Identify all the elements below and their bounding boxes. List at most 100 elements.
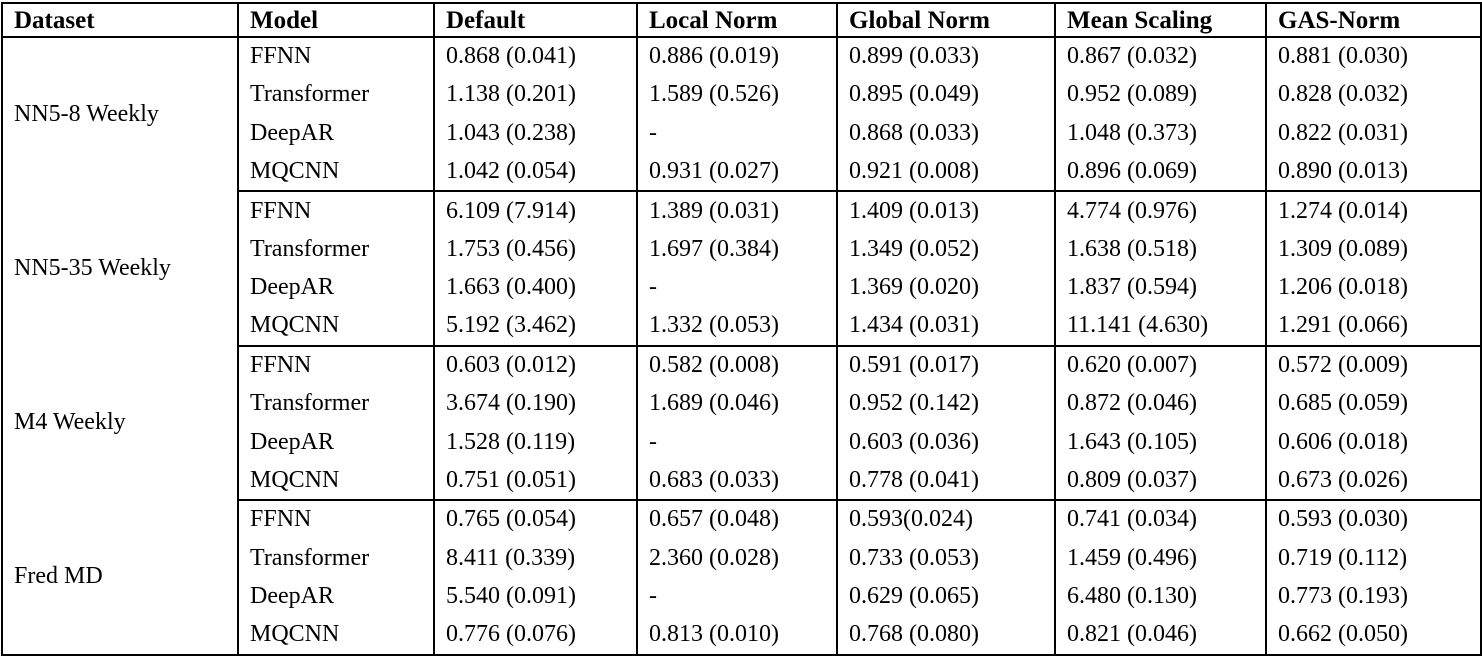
value-cell-local-norm: - (636, 577, 838, 616)
value-cell-mean-scaling: 1.638 (0.518) (1054, 229, 1267, 269)
table-row: MQCNN 0.776 (0.076) 0.813 (0.010) 0.768 (0.… (2, 615, 1482, 656)
value-cell-global-norm: 0.895 (0.049) (836, 75, 1056, 115)
value-cell-default: 8.411 (0.339) (433, 538, 638, 578)
value-cell-default: 5.192 (3.462) (433, 307, 638, 347)
value-cell-global-norm: 0.952 (0.142) (836, 384, 1056, 423)
value-cell-global-norm: 1.409 (0.013) (836, 191, 1056, 230)
value-cell-default: 0.751 (0.051) (433, 461, 638, 502)
value-cell-mean-scaling: 1.643 (0.105) (1054, 422, 1267, 462)
value-cell-default: 1.753 (0.456) (433, 229, 638, 269)
value-cell-default: 0.868 (0.041) (433, 37, 638, 76)
value-cell-gas-norm: 0.572 (0.009) (1265, 345, 1482, 385)
model-cell: MQCNN (237, 615, 435, 656)
value-cell-local-norm: 2.360 (0.028) (636, 538, 838, 578)
column-header-local-norm: Local Norm (636, 3, 838, 38)
value-cell-global-norm: 0.591 (0.017) (836, 345, 1056, 385)
value-cell-global-norm: 0.899 (0.033) (836, 37, 1056, 76)
value-cell-gas-norm: 0.593 (0.030) (1265, 500, 1482, 539)
value-cell-global-norm: 0.593(0.024) (836, 500, 1056, 539)
column-header-gas-norm: GAS-Norm (1265, 3, 1482, 38)
value-cell-gas-norm: 0.662 (0.050) (1265, 615, 1482, 656)
value-cell-mean-scaling: 0.620 (0.007) (1054, 345, 1267, 385)
value-cell-global-norm: 1.369 (0.020) (836, 268, 1056, 308)
value-cell-mean-scaling: 11.141 (4.630) (1054, 307, 1267, 347)
value-cell-gas-norm: 0.828 (0.032) (1265, 75, 1482, 115)
table-row: DeepAR 5.540 (0.091) -0.629 (0.065) 6.480 (… (2, 577, 1482, 616)
value-cell-mean-scaling: 0.809 (0.037) (1054, 461, 1267, 502)
value-cell-mean-scaling: 1.459 (0.496) (1054, 538, 1267, 578)
model-cell: MQCNN (237, 152, 435, 193)
column-header-mean-scaling: Mean Scaling (1054, 3, 1267, 38)
value-cell-local-norm: - (636, 114, 838, 153)
model-cell: DeepAR (237, 577, 435, 616)
results-table-body: NN5-8 Weekly FFNN 0.868 (0.041) 0.886 (0.01… (1, 37, 1482, 656)
dataset-cell: M4 Weekly (1, 345, 239, 501)
column-header-model: Model (237, 3, 435, 38)
value-cell-mean-scaling: 0.821 (0.046) (1054, 615, 1267, 656)
value-cell-gas-norm: 0.685 (0.059) (1265, 384, 1482, 423)
value-cell-local-norm: 0.931 (0.027) (636, 152, 838, 193)
value-cell-local-norm: 0.657 (0.048) (636, 500, 838, 539)
model-cell: FFNN (237, 37, 435, 76)
model-cell: Transformer (237, 229, 435, 269)
value-cell-default: 6.109 (7.914) (433, 191, 638, 230)
model-cell: FFNN (237, 500, 435, 539)
value-cell-mean-scaling: 1.048 (0.373) (1054, 114, 1267, 153)
value-cell-global-norm: 1.434 (0.031) (836, 307, 1056, 347)
model-cell: FFNN (237, 345, 435, 385)
value-cell-mean-scaling: 1.837 (0.594) (1054, 268, 1267, 308)
column-header-dataset: Dataset (1, 3, 239, 38)
value-cell-local-norm: - (636, 268, 838, 308)
value-cell-mean-scaling: 0.896 (0.069) (1054, 152, 1267, 193)
table-row: Transformer 1.753 (0.456) 1.697 (0.384) 1.3… (2, 229, 1482, 269)
value-cell-global-norm: 0.868 (0.033) (836, 114, 1056, 153)
value-cell-default: 1.042 (0.054) (433, 152, 638, 193)
table-row: NN5-35 Weekly FFNN 6.109 (7.914) 1.389 (0.0… (1, 191, 1482, 346)
header-row: Dataset Model Default Local Norm Global … (1, 3, 1482, 38)
value-cell-mean-scaling: 6.480 (0.130) (1054, 577, 1267, 616)
value-cell-local-norm: 0.582 (0.008) (636, 345, 838, 385)
column-header-default: Default (433, 3, 638, 38)
value-cell-gas-norm: 1.309 (0.089) (1265, 229, 1482, 269)
value-cell-gas-norm: 0.881 (0.030) (1265, 37, 1482, 76)
table-row: MQCNN 5.192 (3.462) 1.332 (0.053) 1.434 (0.… (2, 307, 1482, 347)
model-cell: MQCNN (237, 307, 435, 347)
value-cell-gas-norm: 0.719 (0.112) (1265, 538, 1482, 578)
table-row: Fred MD FFNN 0.765 (0.054) 0.657 (0.048) 0.5… (1, 500, 1482, 655)
value-cell-local-norm: 1.689 (0.046) (636, 384, 838, 423)
value-cell-local-norm: 0.886 (0.019) (636, 37, 838, 76)
value-cell-mean-scaling: 0.872 (0.046) (1054, 384, 1267, 423)
value-cell-gas-norm: 1.274 (0.014) (1265, 191, 1482, 230)
model-cell: FFNN (237, 191, 435, 230)
table-row: Transformer 3.674 (0.190) 1.689 (0.046) 0.9… (2, 384, 1482, 423)
value-cell-default: 0.603 (0.012) (433, 345, 638, 385)
value-cell-local-norm: 1.332 (0.053) (636, 307, 838, 347)
table-row: Transformer 8.411 (0.339) 2.360 (0.028) 0.7… (2, 538, 1482, 578)
value-cell-default: 0.776 (0.076) (433, 615, 638, 656)
value-cell-default: 0.765 (0.054) (433, 500, 638, 539)
value-cell-gas-norm: 0.606 (0.018) (1265, 422, 1482, 462)
value-cell-default: 1.043 (0.238) (433, 114, 638, 153)
value-cell-default: 1.528 (0.119) (433, 422, 638, 462)
value-cell-mean-scaling: 0.867 (0.032) (1054, 37, 1267, 76)
value-cell-default: 5.540 (0.091) (433, 577, 638, 616)
results-table-header: Dataset Model Default Local Norm Global … (1, 3, 1482, 38)
value-cell-local-norm: 1.389 (0.031) (636, 191, 838, 230)
model-cell: MQCNN (237, 461, 435, 502)
value-cell-gas-norm: 1.291 (0.066) (1265, 307, 1482, 347)
value-cell-default: 3.674 (0.190) (433, 384, 638, 423)
table-row: NN5-8 Weekly FFNN 0.868 (0.041) 0.886 (0.01… (1, 37, 1482, 192)
value-cell-mean-scaling: 0.952 (0.089) (1054, 75, 1267, 115)
model-cell: DeepAR (237, 268, 435, 308)
value-cell-global-norm: 0.733 (0.053) (836, 538, 1056, 578)
value-cell-global-norm: 0.921 (0.008) (836, 152, 1056, 193)
model-cell: DeepAR (237, 114, 435, 153)
value-cell-mean-scaling: 4.774 (0.976) (1054, 191, 1267, 230)
value-cell-gas-norm: 0.673 (0.026) (1265, 461, 1482, 502)
table-row: DeepAR 1.528 (0.119) -0.603 (0.036) 1.643 (… (2, 422, 1482, 462)
value-cell-global-norm: 0.629 (0.065) (836, 577, 1056, 616)
dataset-cell: Fred MD (1, 500, 239, 655)
value-cell-local-norm: 0.683 (0.033) (636, 461, 838, 502)
